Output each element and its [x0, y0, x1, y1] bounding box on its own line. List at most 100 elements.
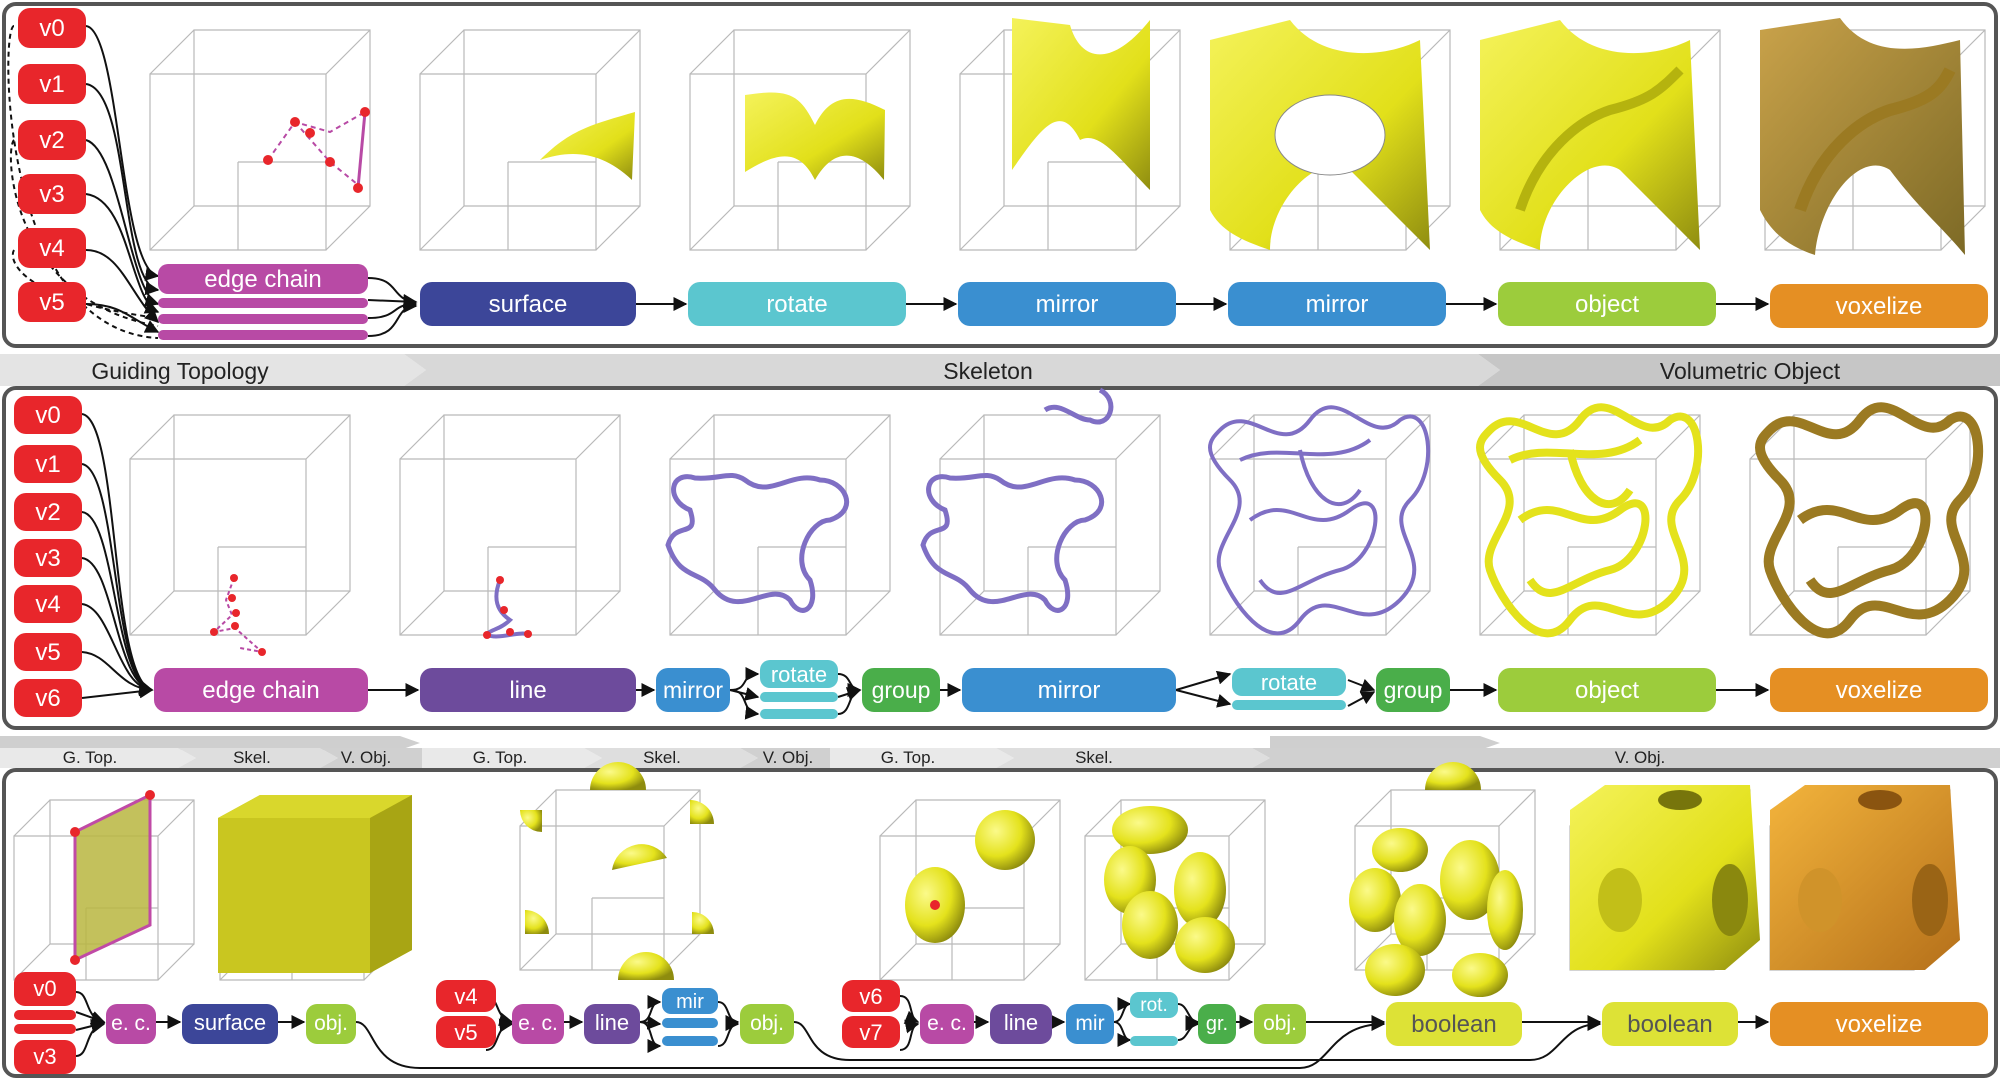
- vertex-node-v5: v5: [18, 282, 86, 322]
- middle-edge-chain-node: edge chain: [154, 668, 368, 712]
- bottom-voxel-cube: [1770, 785, 1960, 970]
- small-band-vobj-2: V. Obj.: [763, 748, 813, 767]
- vertex-node-v6: v6: [842, 980, 900, 1012]
- wireframe-cube: [939, 414, 1161, 636]
- small-band-skel-1: Skel.: [233, 748, 271, 767]
- middle-rotate1-node: rotate: [760, 660, 838, 719]
- top-mirror1-node: mirror: [958, 282, 1176, 326]
- svg-text:obj.: obj.: [1263, 1012, 1297, 1035]
- vertex-node-v3: v3: [18, 174, 86, 214]
- middle-object-tangle: [1476, 403, 1703, 638]
- svg-text:v0: v0: [39, 15, 64, 42]
- svg-text:rotate: rotate: [771, 662, 827, 687]
- wireframe-cube: [669, 414, 891, 636]
- wireframe-cube: [129, 414, 351, 636]
- svg-text:obj.: obj.: [750, 1012, 784, 1035]
- svg-text:v1: v1: [35, 451, 60, 478]
- wireframe-cube: [1749, 414, 1971, 636]
- bottom-square-plane: [73, 792, 152, 963]
- top-rotate-shape: [745, 92, 885, 180]
- small-band-gtop-2: G. Top.: [473, 748, 528, 767]
- svg-text:voxelize: voxelize: [1836, 293, 1923, 320]
- bottom-boolean2-node: boolean: [1602, 1002, 1738, 1046]
- top-voxel-shape: [1760, 18, 1965, 255]
- small-band-vobj-3: V. Obj.: [1615, 748, 1665, 767]
- svg-text:v5: v5: [35, 639, 60, 666]
- svg-text:rotate: rotate: [766, 291, 827, 318]
- vertex-node-v0: v0: [14, 972, 76, 1006]
- vertex-node-v4: v4: [436, 980, 496, 1012]
- svg-text:e. c.: e. c.: [111, 1012, 151, 1035]
- middle-object-node: object: [1498, 668, 1716, 712]
- middle-group1-node: group: [862, 668, 940, 712]
- svg-text:edge chain: edge chain: [204, 266, 321, 293]
- vertex-stack-bar: [14, 1024, 76, 1034]
- svg-text:mirror: mirror: [1038, 677, 1101, 704]
- middle-illustrations: [210, 387, 1984, 656]
- svg-text:object: object: [1575, 677, 1639, 704]
- svg-text:mirror: mirror: [1306, 291, 1369, 318]
- bottom-group-2: v4 v5 e. c. line mir obj.: [436, 980, 794, 1048]
- svg-text:boolean: boolean: [1411, 1011, 1496, 1038]
- wireframe-cube: [519, 789, 701, 971]
- small-band-vobj-1: V. Obj.: [341, 748, 391, 767]
- bottom-rot-node-3: rot.: [1130, 992, 1178, 1046]
- bottom-boolean-cube: [1570, 785, 1760, 970]
- bottom-surface-node: surface: [182, 1004, 278, 1044]
- svg-text:v3: v3: [33, 1044, 56, 1069]
- svg-text:mirror: mirror: [1036, 291, 1099, 318]
- bottom-spheres-1: [905, 810, 1035, 943]
- bottom-line-node-2: line: [584, 1004, 640, 1044]
- vertex-node-v5: v5: [14, 633, 82, 671]
- small-band-skel-3: Skel.: [1075, 748, 1113, 767]
- svg-text:v0: v0: [35, 402, 60, 429]
- vertex-node-v2: v2: [14, 493, 82, 531]
- stage-label-volumetric: Volumetric Object: [1660, 358, 1841, 384]
- svg-text:object: object: [1575, 291, 1639, 318]
- top-panel-frame: [2, 2, 1998, 348]
- middle-group2-node: group: [1376, 668, 1450, 712]
- top-object-shape: [1480, 20, 1700, 250]
- svg-text:surface: surface: [489, 291, 568, 318]
- svg-text:v2: v2: [35, 499, 60, 526]
- svg-text:v0: v0: [33, 976, 56, 1001]
- svg-text:e. c.: e. c.: [927, 1012, 967, 1035]
- bottom-boolean1-node: boolean: [1386, 1002, 1522, 1046]
- middle-line-sketch: [483, 576, 532, 639]
- svg-text:line: line: [595, 1010, 629, 1035]
- svg-text:mir: mir: [1075, 1012, 1104, 1035]
- top-mirror2-node: mirror: [1228, 282, 1446, 326]
- vertex-node-v2: v2: [18, 120, 86, 160]
- middle-rotate2-node: rotate: [1232, 668, 1346, 710]
- bottom-obj-node-3: obj.: [1254, 1004, 1306, 1044]
- wireframe-cube: [959, 29, 1181, 251]
- bottom-obj-node-1: obj.: [306, 1004, 356, 1044]
- bottom-ec-node-1: e. c.: [106, 1004, 156, 1044]
- small-band-skel-2: Skel.: [643, 748, 681, 767]
- svg-text:v3: v3: [35, 545, 60, 572]
- svg-text:surface: surface: [194, 1010, 266, 1035]
- bottom-caps-cluster: [520, 762, 714, 980]
- bottom-spheres-3: [1349, 762, 1523, 997]
- middle-mirror2-node: mirror: [962, 668, 1176, 712]
- stage-label-skeleton: Skeleton: [943, 358, 1033, 384]
- middle-mirror2-curve: [920, 387, 1114, 613]
- top-surface-node: surface: [420, 282, 636, 326]
- top-rotate-node: rotate: [688, 282, 906, 326]
- svg-text:e. c.: e. c.: [518, 1012, 558, 1035]
- vertex-node-v3: v3: [14, 539, 82, 577]
- svg-text:v5: v5: [39, 289, 64, 316]
- vertex-node-v0: v0: [18, 8, 86, 48]
- bottom-spheres-2: [1104, 806, 1235, 973]
- top-mirror1-shape: [1012, 18, 1150, 190]
- svg-text:voxelize: voxelize: [1836, 1011, 1923, 1038]
- middle-group-tangle: [1208, 405, 1431, 636]
- top-edge-chain-node: edge chain: [158, 264, 368, 340]
- bottom-mir-node-2: mir: [662, 988, 718, 1046]
- small-stage-band: G. Top. Skel. V. Obj. G. Top. Skel. V. O…: [0, 736, 2000, 768]
- bottom-gr-node-3: gr.: [1198, 1004, 1236, 1044]
- svg-text:line: line: [509, 677, 546, 704]
- bottom-voxelize-node: voxelize: [1770, 1002, 1988, 1046]
- middle-mirror1-node: mirror: [656, 668, 730, 712]
- bottom-mir-node-3: mir: [1066, 1004, 1114, 1044]
